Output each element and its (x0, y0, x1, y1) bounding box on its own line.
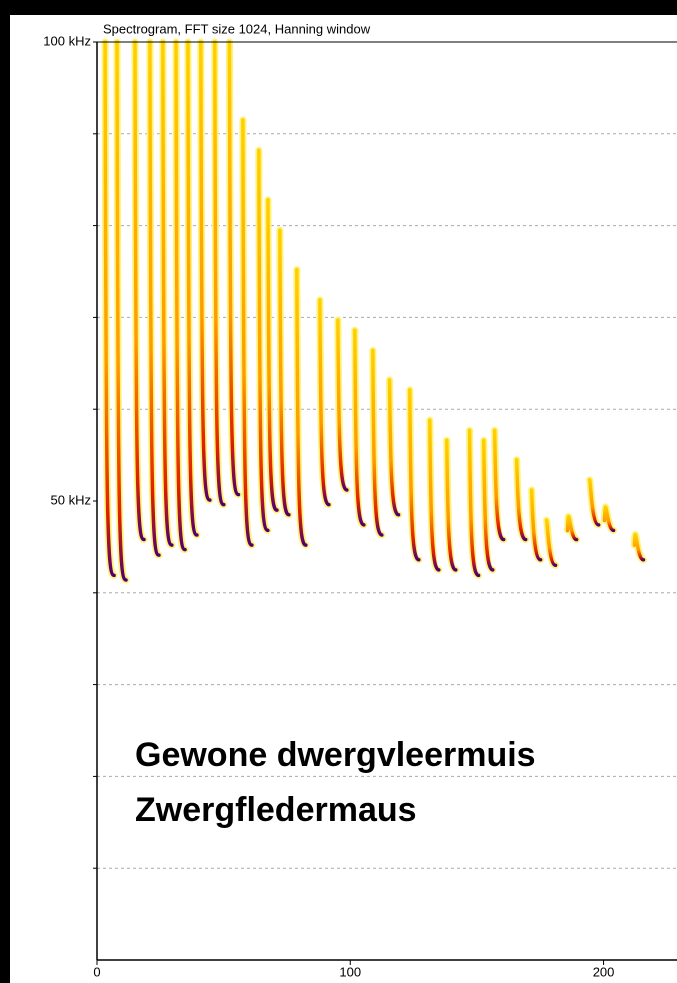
call (428, 418, 441, 572)
call (318, 298, 331, 507)
call (336, 318, 349, 492)
call (103, 40, 116, 578)
call (266, 198, 279, 512)
x-tick-label: 100 (339, 964, 361, 979)
annotation: Gewone dwergvleermuis (135, 736, 536, 774)
call (133, 40, 146, 542)
call (387, 378, 401, 517)
call (565, 514, 579, 542)
call (632, 533, 646, 562)
x-tick-label: 200 (593, 964, 615, 979)
call (213, 40, 226, 507)
call (408, 388, 421, 562)
call (602, 505, 616, 533)
call (353, 328, 366, 527)
call (241, 118, 254, 547)
call (514, 457, 528, 542)
call (227, 40, 241, 497)
call (371, 348, 384, 537)
call (492, 428, 506, 542)
call (186, 40, 199, 537)
calls (101, 38, 647, 584)
call (148, 40, 161, 557)
call (257, 148, 270, 533)
call (295, 267, 308, 547)
x-tick-label: 0 (93, 964, 100, 979)
y-tick-label: 100 kHz (43, 33, 91, 48)
annotation: Zwergfledermaus (135, 791, 417, 829)
call (482, 438, 495, 572)
call (199, 40, 212, 502)
call (445, 438, 458, 572)
call (467, 428, 481, 578)
call (174, 40, 187, 552)
call (529, 488, 543, 562)
call (587, 478, 601, 527)
call (161, 40, 174, 547)
call (115, 40, 128, 582)
call (544, 518, 558, 568)
call (278, 228, 291, 517)
y-tick-label: 50 kHz (51, 492, 91, 507)
chart-title: Spectrogram, FFT size 1024, Hanning wind… (103, 21, 371, 36)
